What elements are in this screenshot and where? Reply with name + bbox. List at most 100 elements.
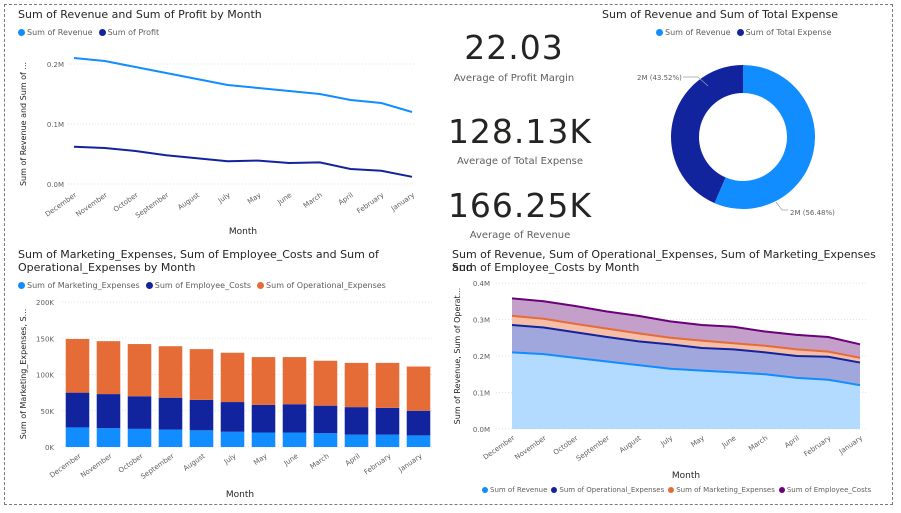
y-tick-label: 0.0M: [473, 426, 490, 434]
x-tick-label: November: [74, 191, 109, 219]
x-tick-label: June: [282, 452, 300, 468]
x-tick-label: June: [720, 434, 738, 450]
bar-chart-title-line2: Operational_Expenses by Month: [18, 261, 196, 274]
donut-title: Sum of Revenue and Sum of Total Expense: [602, 8, 838, 21]
marketing-dot-icon: [18, 282, 25, 289]
bar-operational: [65, 338, 90, 393]
legend-label: Sum of Employee_Costs: [154, 281, 252, 290]
y-tick-label: 0K: [45, 444, 54, 452]
employee-dot-icon: [145, 282, 153, 289]
area-chart-title-line2: Sum of Employee_Costs by Month: [452, 261, 640, 274]
y-tick-label: 0.1M: [473, 390, 490, 398]
area-chart-ylabel: Sum of Revenue, Sum of Operat...: [453, 288, 462, 425]
x-tick-label: September: [134, 191, 170, 220]
y-tick-label: 0.4M: [473, 280, 490, 288]
expenses-stacked-bar-visual[interactable]: Sum of Marketing_Expenses, Sum of Employ…: [10, 246, 440, 504]
x-tick-label: December: [44, 191, 78, 218]
revenue-expense-donut-visual[interactable]: Sum of Revenue and Sum of Total Expense …: [590, 6, 886, 236]
y-tick-label: 150K: [36, 335, 54, 343]
legend-item-operational[interactable]: Sum of Operational_Expenses: [551, 486, 664, 494]
kpi-card-profit-margin[interactable]: 22.03 Average of Profit Margin: [414, 30, 614, 90]
bar-operational: [251, 357, 276, 405]
legend-item-revenue[interactable]: Sum of Revenue: [18, 28, 93, 37]
area-chart-plot: Sum of Revenue, Sum of Operat... Month 0…: [453, 280, 868, 481]
x-tick-label: June: [275, 191, 293, 207]
y-tick-label: 0.2M: [47, 61, 64, 69]
legend-item-operational[interactable]: Sum of Operational_Expenses: [257, 281, 386, 290]
operational-dot-icon: [551, 487, 558, 493]
x-tick-label: May: [252, 452, 268, 467]
kpi-value: 22.03: [464, 28, 564, 67]
x-tick-label: September: [139, 452, 175, 481]
bar-marketing: [313, 433, 338, 447]
bar-chart-legend: Sum of Marketing_Expenses Sum of Employe…: [18, 281, 386, 290]
revenue-dot-icon: [656, 29, 663, 36]
x-tick-label: March: [747, 434, 769, 453]
x-tick-label: August: [182, 452, 207, 473]
kpi-card-total-expense[interactable]: 128.13K Average of Total Expense: [420, 114, 620, 174]
x-tick-label: April: [344, 452, 362, 468]
bar-marketing: [375, 434, 400, 447]
legend-item-employee[interactable]: Sum of Employee_Costs: [145, 281, 252, 290]
bar-employee: [251, 404, 276, 433]
x-tick-label: September: [575, 434, 611, 463]
legend-label: Sum of Marketing_Expenses: [676, 486, 775, 494]
legend-item-marketing[interactable]: Sum of Marketing_Expenses: [18, 281, 140, 290]
operational-line: [511, 323, 861, 364]
bar-operational: [189, 349, 214, 400]
y-tick-label: 200K: [36, 299, 54, 307]
donut-chart-plot: 2M (43.52%) 2M (56.48%): [637, 65, 835, 217]
legend-item-marketing[interactable]: Sum of Marketing_Expenses: [668, 486, 775, 494]
x-tick-label: December: [482, 434, 516, 461]
legend-label: Sum of Operational_Expenses: [266, 281, 386, 290]
revenue-line: [73, 57, 413, 113]
y-tick-label: 100K: [36, 372, 54, 380]
kpi-label: Average of Revenue: [469, 230, 571, 241]
bar-operational: [406, 366, 431, 411]
x-tick-label: February: [363, 452, 393, 476]
legend-item-revenue[interactable]: Sum of Revenue: [656, 28, 731, 37]
kpi-value: 128.13K: [447, 112, 593, 151]
legend-label: Sum of Marketing_Expenses: [27, 281, 140, 290]
kpi-card-revenue[interactable]: 166.25K Average of Revenue: [420, 188, 620, 248]
legend-item-total-expense[interactable]: Sum of Total Expense: [736, 28, 832, 37]
bar-employee: [65, 392, 90, 428]
x-tick-label: October: [112, 191, 140, 214]
revenue-dot-icon: [18, 29, 25, 36]
legend-item-profit[interactable]: Sum of Profit: [98, 28, 159, 37]
leader-line: [775, 201, 788, 211]
bar-chart-xlabel: Month: [226, 490, 254, 500]
x-tick-label: January: [389, 191, 416, 213]
operational-dot-icon: [257, 282, 265, 289]
x-tick-label: March: [309, 452, 331, 471]
bar-marketing: [251, 432, 276, 447]
y-tick-label: 0.0M: [47, 181, 64, 189]
revenue-profit-line-visual[interactable]: Sum of Revenue and Sum of Profit by Mont…: [10, 6, 440, 246]
employee-dot-icon: [778, 487, 785, 493]
bar-operational: [344, 362, 369, 408]
x-tick-label: January: [396, 452, 423, 474]
bar-marketing: [220, 431, 245, 447]
y-tick-label: 0.2M: [473, 353, 490, 361]
report-canvas: [4, 4, 893, 505]
bar-marketing: [282, 432, 307, 447]
total-expense-slice: [671, 65, 743, 204]
bar-operational: [220, 352, 245, 403]
bar-employee: [406, 410, 431, 436]
y-tick-label: 0.3M: [473, 317, 490, 325]
revenue-expenses-area-visual[interactable]: Sum of Revenue, Sum of Operational_Expen…: [444, 246, 888, 504]
line-chart-ylabel: Sum of Revenue and Sum of ...: [19, 62, 28, 186]
legend-label: Sum of Revenue: [27, 28, 93, 37]
x-tick-label: July: [659, 434, 675, 448]
profit-dot-icon: [98, 29, 106, 36]
line-chart-plot: Sum of Revenue and Sum of ... Month 0.0M…: [19, 57, 416, 237]
line-chart-legend: Sum of Revenue Sum of Profit: [18, 28, 159, 37]
bar-employee: [313, 405, 338, 434]
bar-employee: [375, 407, 400, 435]
legend-item-employee[interactable]: Sum of Employee_Costs: [778, 486, 871, 494]
employee-costs-area: [512, 298, 860, 358]
bar-marketing: [189, 430, 214, 447]
bar-employee: [96, 394, 121, 429]
legend-item-revenue[interactable]: Sum of Revenue: [482, 486, 547, 494]
x-tick-label: December: [48, 452, 82, 479]
